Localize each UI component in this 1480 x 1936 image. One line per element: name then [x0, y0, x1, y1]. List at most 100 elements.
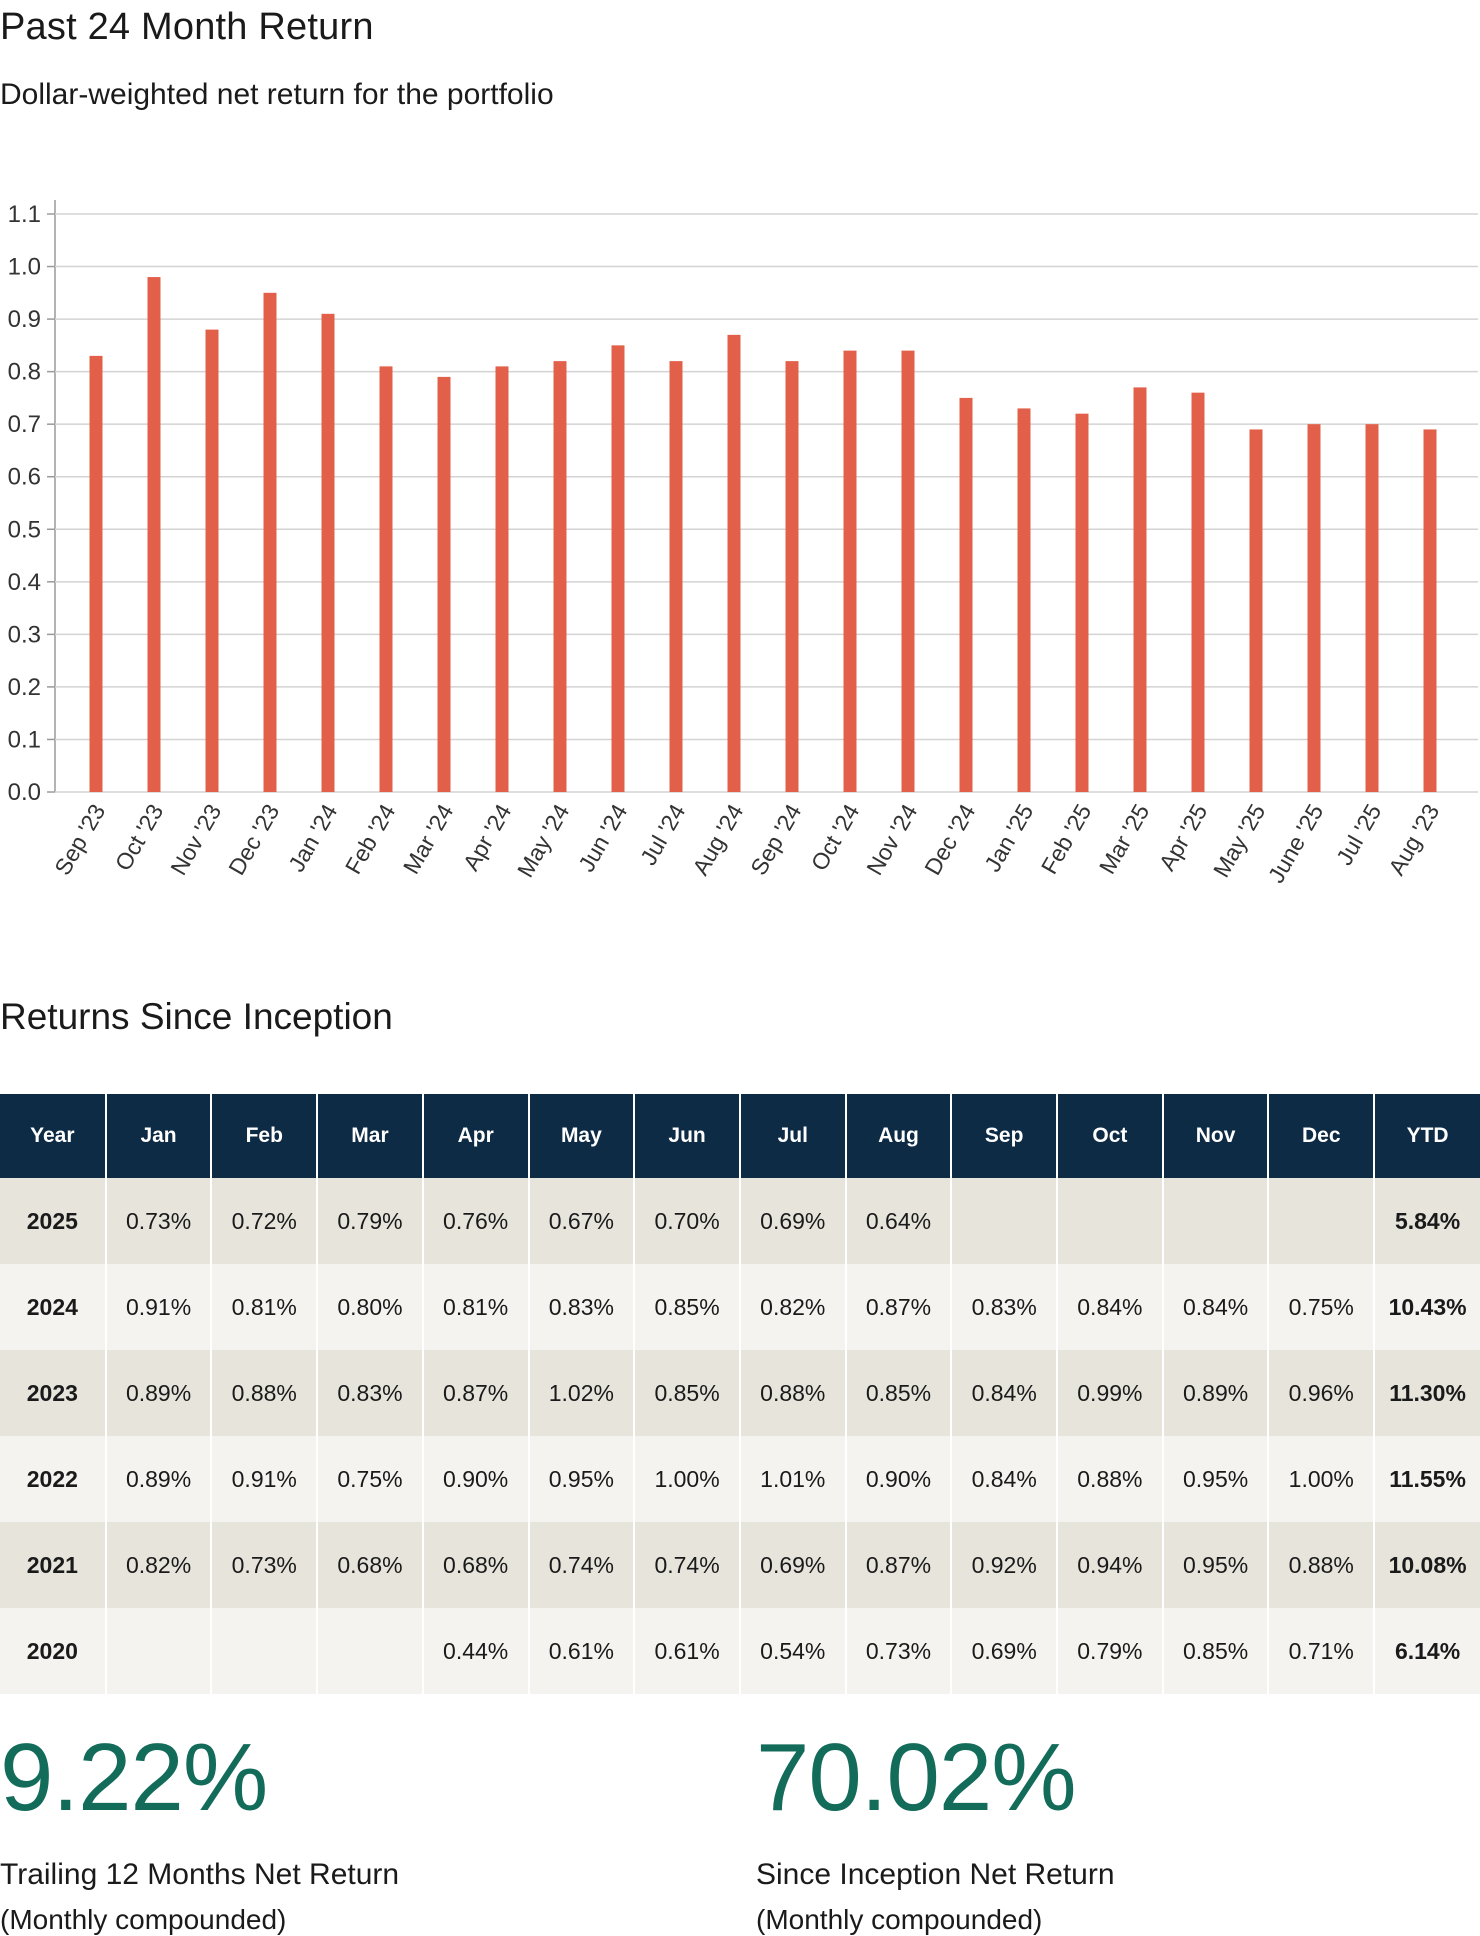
ytd-cell: 6.14% [1374, 1608, 1480, 1694]
table-cell: 1.00% [1268, 1436, 1376, 1522]
x-tick-label: Nov '23 [165, 800, 226, 880]
column-header: Jun [634, 1094, 741, 1178]
table-cell: 0.91% [105, 1264, 213, 1350]
bar [901, 350, 915, 792]
table-cell: 0.75% [317, 1436, 424, 1522]
table-cell: 0.73% [105, 1178, 213, 1264]
table-cell [1268, 1178, 1376, 1264]
y-tick-label: 0.0 [8, 779, 41, 806]
table-cell: 0.85% [634, 1264, 741, 1350]
table-cell: 0.82% [105, 1522, 213, 1608]
x-tick-label: Feb '24 [340, 799, 401, 878]
column-header: Oct [1057, 1094, 1164, 1178]
table-cell: 0.68% [422, 1522, 530, 1608]
x-tick-label: Oct '24 [806, 799, 865, 875]
year-cell: 2022 [0, 1436, 107, 1522]
bar [379, 366, 393, 792]
year-cell: 2025 [0, 1178, 107, 1264]
table-cell: 0.69% [739, 1178, 847, 1264]
table-cell: 0.84% [951, 1350, 1059, 1436]
table-cell: 0.82% [739, 1264, 847, 1350]
table-cell: 0.74% [528, 1522, 636, 1608]
table-cell: 0.95% [528, 1436, 636, 1522]
x-tick-label: Mar '24 [398, 799, 459, 878]
table-cell: 0.87% [422, 1350, 530, 1436]
table-row: 2023 0.89% 0.88% 0.83% 0.87% 1.02% 0.85% 0.88% 0… [0, 1350, 1480, 1436]
x-tick-label: Apr '24 [458, 799, 517, 875]
table-cell: 0.81% [422, 1264, 530, 1350]
table-cell: 0.64% [845, 1178, 953, 1264]
column-header: Jul [739, 1094, 847, 1178]
table-cell: 0.88% [739, 1350, 847, 1436]
bar [495, 366, 509, 792]
ytd-cell: 10.43% [1374, 1264, 1480, 1350]
table-cell: 0.71% [1268, 1608, 1376, 1694]
returns-table-body: 2025 0.73% 0.72% 0.79% 0.76% 0.67% 0.70% 0.69% 0… [0, 1178, 1480, 1694]
y-tick-label: 0.6 [8, 464, 41, 491]
table-cell: 0.76% [422, 1178, 530, 1264]
bar [321, 313, 335, 792]
x-tick-label: Jul '25 [1331, 800, 1386, 870]
table-cell: 0.94% [1057, 1522, 1164, 1608]
ytd-cell: 11.30% [1374, 1350, 1480, 1436]
table-cell [1057, 1178, 1164, 1264]
bar [437, 376, 451, 792]
trailing-return-sub: (Monthly compounded) [0, 1904, 287, 1935]
x-tick-label: Jul '24 [635, 799, 691, 869]
column-header: YTD [1374, 1094, 1480, 1178]
x-tick-label: Aug '23 [1383, 800, 1444, 880]
column-header: Feb [211, 1094, 319, 1178]
column-header: Mar [317, 1094, 424, 1178]
column-header: Year [0, 1094, 107, 1178]
x-tick-label: Nov '24 [861, 799, 922, 879]
table-cell: 0.73% [211, 1522, 319, 1608]
bar [611, 345, 625, 792]
inception-return-sub: (Monthly compounded) [756, 1904, 1043, 1935]
table-cell: 1.00% [634, 1436, 741, 1522]
x-tick-label: Oct '23 [110, 800, 169, 875]
table-cell [211, 1608, 319, 1694]
table-cell: 0.74% [634, 1522, 741, 1608]
table-cell [105, 1608, 213, 1694]
table-cell: 0.70% [634, 1178, 741, 1264]
table-cell: 0.90% [845, 1436, 953, 1522]
x-tick-label: Jan '25 [979, 800, 1038, 877]
column-header: Sep [951, 1094, 1059, 1178]
table-cell: 0.85% [634, 1350, 741, 1436]
table-cell: 0.72% [211, 1178, 319, 1264]
bar [959, 397, 973, 792]
x-tick-label: Sep '23 [49, 800, 110, 880]
table-cell: 0.67% [528, 1178, 636, 1264]
y-tick-label: 0.1 [8, 726, 41, 753]
table-cell: 0.80% [317, 1264, 424, 1350]
table-cell: 0.69% [739, 1522, 847, 1608]
table-cell: 0.85% [845, 1350, 953, 1436]
table-cell: 0.68% [317, 1522, 424, 1608]
trailing-return-value: 9.22% [0, 1724, 268, 1831]
x-tick-label: Dec '23 [223, 800, 284, 880]
returns-section-title: Returns Since Inception [0, 996, 393, 1037]
x-tick-label: May '25 [1208, 800, 1270, 882]
y-tick-label: 0.8 [8, 359, 41, 386]
bar [1017, 408, 1031, 792]
bar [1191, 392, 1205, 792]
table-cell: 0.83% [951, 1264, 1059, 1350]
table-cell: 0.89% [1162, 1350, 1270, 1436]
bar [727, 334, 741, 792]
ytd-cell: 10.08% [1374, 1522, 1480, 1608]
year-cell: 2021 [0, 1522, 107, 1608]
table-row: 2025 0.73% 0.72% 0.79% 0.76% 0.67% 0.70% 0.69% 0… [0, 1178, 1480, 1264]
bar [89, 355, 103, 792]
bar [205, 329, 219, 792]
y-tick-label: 0.2 [8, 674, 41, 701]
y-tick-label: 1.1 [8, 201, 41, 228]
table-row: 2024 0.91% 0.81% 0.80% 0.81% 0.83% 0.85% 0.82% 0… [0, 1264, 1480, 1350]
table-row: 2021 0.82% 0.73% 0.68% 0.68% 0.74% 0.74% 0.69% 0… [0, 1522, 1480, 1608]
table-cell: 0.75% [1268, 1264, 1376, 1350]
bar [1133, 387, 1147, 792]
table-cell: 0.99% [1057, 1350, 1164, 1436]
chart-title: Past 24 Month Return [0, 6, 374, 48]
table-cell: 0.61% [634, 1608, 741, 1694]
y-tick-label: 0.9 [8, 306, 41, 333]
table-cell: 0.84% [951, 1436, 1059, 1522]
